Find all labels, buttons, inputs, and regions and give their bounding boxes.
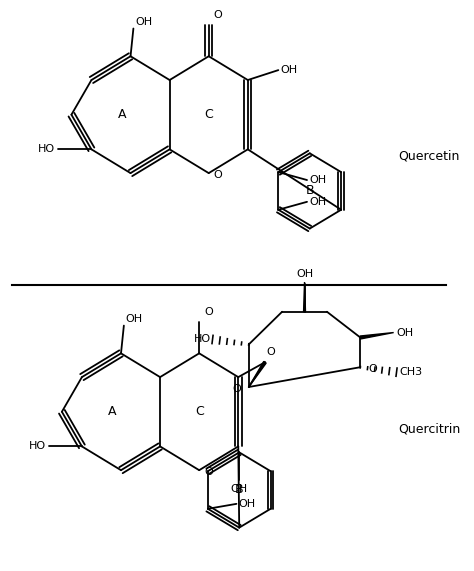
- Text: OH: OH: [231, 484, 248, 494]
- Text: Quercetin: Quercetin: [399, 150, 460, 163]
- Text: OH: OH: [309, 197, 326, 207]
- Text: O: O: [213, 170, 222, 180]
- Text: OH: OH: [397, 328, 414, 337]
- Text: A: A: [108, 405, 117, 419]
- Text: HO: HO: [28, 441, 46, 452]
- Text: HO: HO: [193, 335, 210, 344]
- Text: OH: OH: [135, 17, 153, 26]
- Text: OH: OH: [280, 65, 297, 75]
- Text: OH: OH: [296, 269, 313, 279]
- Text: O: O: [204, 467, 213, 477]
- Text: O: O: [213, 10, 222, 19]
- Text: C: C: [195, 405, 203, 419]
- Text: O: O: [204, 307, 213, 317]
- Text: O: O: [232, 384, 241, 394]
- Text: HO: HO: [38, 144, 55, 154]
- Polygon shape: [303, 282, 305, 312]
- Text: B: B: [235, 484, 244, 497]
- Polygon shape: [360, 332, 394, 339]
- Text: A: A: [118, 108, 127, 121]
- Text: OH: OH: [126, 313, 143, 324]
- Text: B: B: [305, 184, 314, 198]
- Text: O: O: [368, 364, 377, 374]
- Text: C: C: [204, 108, 213, 121]
- Text: OH: OH: [309, 175, 326, 185]
- Text: CH3: CH3: [400, 367, 422, 377]
- Text: Quercitrin: Quercitrin: [399, 422, 461, 435]
- Text: OH: OH: [238, 499, 255, 509]
- Text: O: O: [267, 347, 275, 357]
- Polygon shape: [249, 361, 266, 387]
